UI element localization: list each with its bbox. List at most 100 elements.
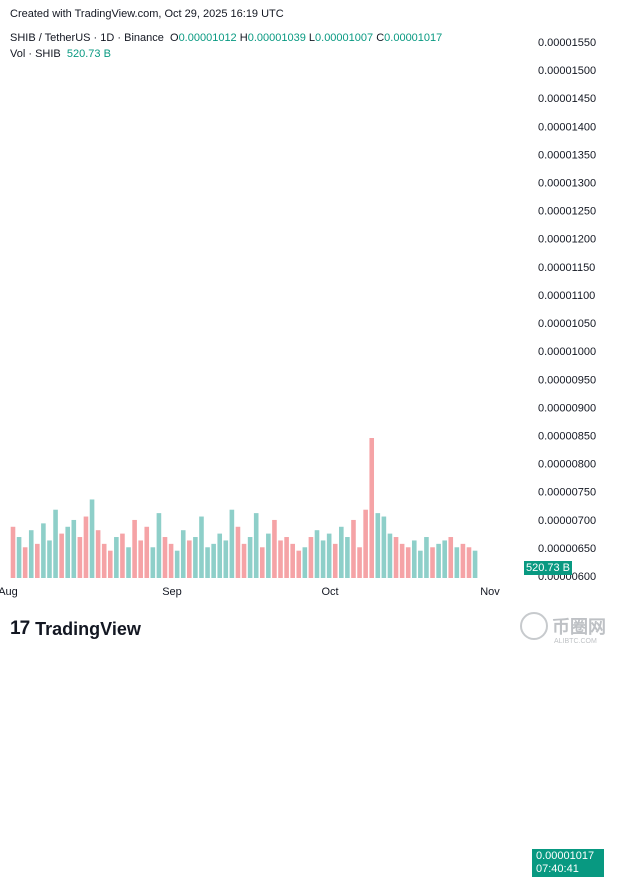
price-tick-label: 0.00001300 (538, 178, 596, 190)
price-chart[interactable]: 0.00001550 0.00001500 0.00001450 0.00001400… (0, 0, 624, 600)
volume-bar (150, 547, 156, 578)
volume-bar (41, 523, 46, 578)
price-tick-label: 0.00000950 (538, 374, 596, 386)
volume-bar (345, 537, 350, 578)
volume-bar (405, 547, 411, 578)
volume-bar (223, 540, 229, 578)
volume-bar (138, 540, 143, 578)
price-tick-label: 0.00001400 (538, 121, 596, 133)
volume-bar (162, 537, 168, 578)
volume-bar (35, 543, 40, 578)
volume-bar (308, 537, 314, 578)
volume-bar (448, 537, 454, 578)
volume-bar (278, 540, 283, 578)
time-tick-label: Oct (321, 586, 338, 598)
volume-bar (430, 547, 435, 578)
legend-high-label: H (239, 32, 248, 44)
volume-bar (241, 543, 247, 578)
volume-bar (187, 540, 192, 578)
volume-bar (53, 509, 58, 578)
volume-bar (472, 550, 478, 578)
legend-high-value: 0.00001039 (247, 32, 306, 44)
legend-low-label: L (308, 32, 316, 44)
volume-bar (16, 537, 22, 578)
volume-tag: 520.73 B (524, 561, 572, 575)
volume-bar (180, 530, 186, 578)
volume-bar (71, 519, 77, 578)
last-price-value: 0.00001017 (536, 850, 595, 863)
legend-volume-label: Vol · SHIB (10, 48, 61, 60)
volume-bar (393, 537, 399, 578)
time-axis: Aug Sep Oct Nov (0, 586, 500, 598)
volume-bar (369, 438, 375, 578)
volume-bar (351, 519, 356, 578)
watermark-text: 币圈网 (552, 617, 606, 637)
volume-bar (217, 533, 223, 578)
volume-bar (168, 543, 174, 578)
volume-bar (95, 530, 101, 578)
volume-bar (411, 540, 417, 578)
volume-bar (10, 526, 16, 578)
legend-ohlc-row: SHIB / TetherUS · 1D · Binance O0.000010… (10, 30, 442, 46)
price-tick-label: 0.00001350 (538, 149, 596, 161)
legend-open-label: O (170, 32, 179, 44)
volume-bar (28, 530, 34, 578)
volume-bar (442, 540, 447, 578)
volume-bar (144, 526, 150, 578)
volume-bar (466, 547, 472, 578)
price-tick-label: 0.00001200 (538, 234, 596, 246)
price-tick-label: 0.00001000 (538, 346, 596, 358)
volume-bar (460, 543, 466, 578)
volume-bar (259, 547, 265, 578)
volume-bar (266, 533, 271, 578)
price-tick-label: 0.00001150 (538, 262, 595, 274)
watermark-logo-icon (520, 612, 548, 640)
volume-bar (199, 516, 204, 578)
volume-bar (418, 550, 423, 578)
volume-bar (253, 513, 259, 578)
volume-bar (65, 526, 71, 578)
volume-bar (47, 540, 52, 578)
volume-bar (205, 547, 210, 578)
bar-countdown: 07:40:41 (536, 863, 579, 876)
volume-bars (10, 438, 478, 578)
volume-bar (211, 543, 216, 578)
price-tick-label: 0.00000750 (538, 487, 596, 499)
volume-bar (339, 526, 344, 578)
time-tick-label: Sep (162, 586, 182, 598)
volume-bar (284, 537, 289, 578)
price-tick-label: 0.00000850 (538, 430, 596, 442)
legend-low-value: 0.00001007 (315, 32, 374, 44)
volume-bar (174, 550, 180, 578)
price-tick-label: 0.00001500 (538, 65, 596, 77)
legend-symbol: SHIB / TetherUS · 1D · Binance (10, 32, 164, 44)
legend-volume-value: 520.73 B (66, 48, 111, 60)
volume-bar (454, 547, 460, 578)
volume-bar (156, 513, 162, 578)
volume-bar (332, 543, 338, 578)
volume-bar (247, 537, 253, 578)
price-tick-label: 0.00000800 (538, 459, 596, 471)
volume-bar (126, 547, 131, 578)
legend-open-value: 0.00001012 (178, 32, 237, 44)
volume-bar (77, 537, 83, 578)
price-tick-label: 0.00000650 (538, 543, 596, 555)
time-tick-label: Aug (0, 586, 18, 598)
volume-bar (59, 533, 64, 578)
volume-bar (235, 526, 241, 578)
last-price-tag: 0.00001017 07:40:41 (532, 849, 604, 877)
volume-bar (22, 547, 28, 578)
price-tick-label: 0.00000900 (538, 402, 596, 414)
price-tick-label: 0.00001100 (538, 290, 595, 302)
volume-bar (357, 547, 362, 578)
site-watermark: 币圈网 ALIBTC.COM (520, 612, 606, 645)
volume-bar (387, 533, 393, 578)
tradingview-brand[interactable]: 17 TradingView (10, 618, 141, 640)
volume-bar (326, 533, 332, 578)
volume-bar (132, 519, 137, 578)
price-tick-label: 0.00001250 (538, 206, 596, 218)
price-tick-label: 0.00000700 (538, 515, 596, 527)
volume-bar (290, 543, 295, 578)
chart-caption: Created with TradingView.com, Oct 29, 20… (10, 8, 284, 20)
volume-bar (314, 530, 320, 578)
